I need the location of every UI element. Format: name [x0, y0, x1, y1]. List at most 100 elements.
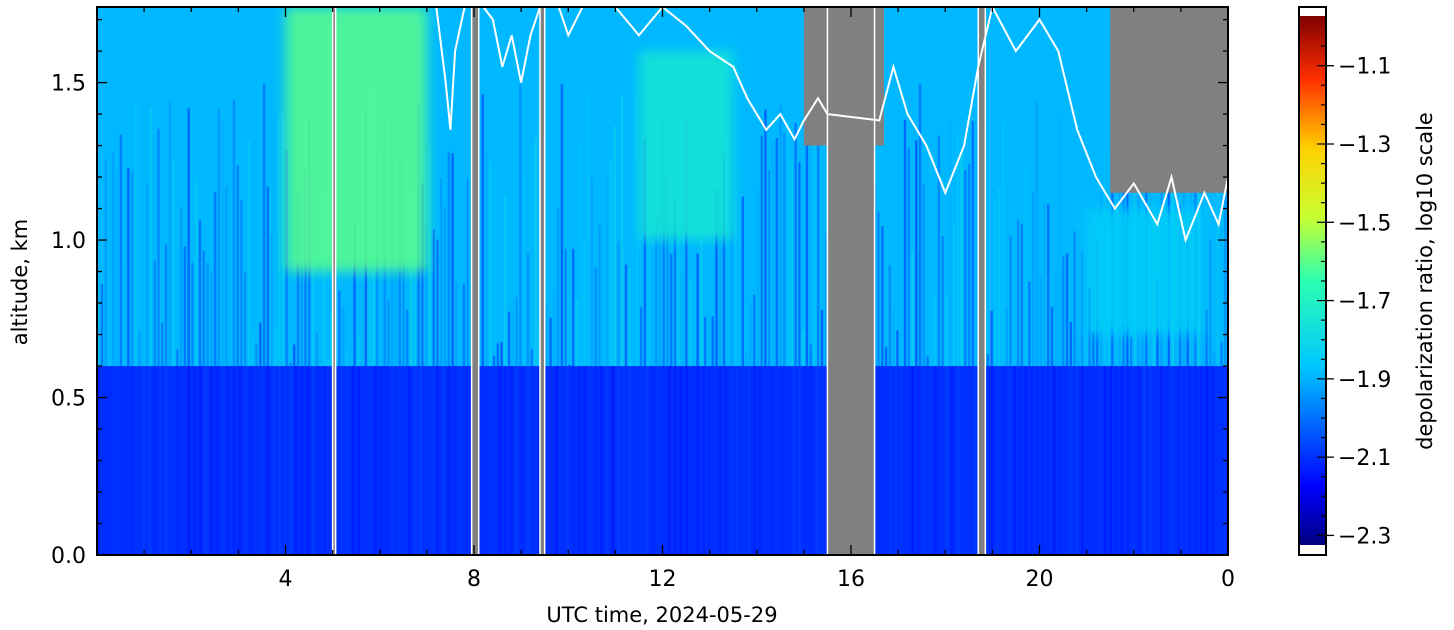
streak: [1209, 239, 1212, 367]
surface-streak: [611, 366, 615, 555]
surface-streak: [1007, 366, 1011, 555]
streak: [345, 351, 349, 367]
streak: [703, 317, 707, 367]
surface-streak: [408, 366, 411, 555]
streak: [428, 147, 432, 367]
surface-streak: [741, 366, 745, 555]
surface-streak: [357, 366, 360, 555]
streak: [142, 104, 145, 367]
streak: [1080, 251, 1084, 367]
surface-streak: [385, 366, 389, 555]
surface-streak: [1120, 366, 1124, 555]
streak: [658, 118, 662, 367]
surface-streak: [170, 366, 174, 555]
streak: [813, 99, 816, 367]
surface-streak: [311, 366, 315, 555]
streak: [783, 132, 786, 367]
surface-streak: [781, 366, 785, 555]
streak: [1009, 235, 1012, 367]
streak: [164, 244, 168, 367]
streak: [515, 297, 518, 367]
no-data-gap-2: [539, 7, 546, 555]
streak: [553, 288, 556, 367]
streak: [296, 191, 300, 367]
streak: [1129, 336, 1133, 367]
streak: [1039, 276, 1042, 367]
streak: [432, 229, 435, 367]
surface-streak: [651, 366, 655, 555]
streak: [504, 194, 507, 367]
streak: [172, 159, 175, 367]
surface-streak: [973, 366, 977, 555]
streak: [617, 241, 620, 367]
streak: [311, 260, 315, 367]
streak: [1020, 224, 1024, 367]
streak: [1005, 307, 1008, 367]
streak: [930, 151, 933, 367]
surface-streak: [515, 366, 519, 555]
streak: [466, 179, 469, 367]
streak: [1043, 203, 1046, 367]
streak: [353, 224, 356, 367]
streak: [519, 84, 522, 367]
surface-streak: [588, 366, 592, 555]
streak: [342, 306, 345, 367]
surface-streak: [769, 366, 773, 555]
surface-streak: [916, 366, 920, 555]
surface-streak: [668, 366, 671, 555]
colorbar-label: depolarization ratio, log10 scale: [1413, 112, 1437, 450]
surface-streak: [289, 366, 293, 555]
streak: [127, 168, 130, 367]
streak: [662, 118, 665, 367]
streak: [771, 141, 775, 367]
streak: [168, 100, 171, 367]
streak: [1013, 213, 1016, 367]
surface-streak: [628, 366, 632, 555]
streak: [752, 294, 756, 367]
y-tick-label: 1.0: [51, 229, 86, 254]
surface-streak: [266, 366, 270, 555]
streak: [1077, 340, 1080, 367]
streak: [975, 126, 978, 367]
streak: [202, 251, 205, 367]
surface-streak: [198, 366, 202, 555]
streak: [1092, 331, 1095, 367]
streak: [259, 322, 262, 367]
streak: [820, 309, 824, 367]
surface-streak: [108, 366, 112, 555]
surface-streak: [1013, 366, 1016, 555]
surface-streak: [1047, 366, 1050, 555]
streak: [715, 188, 718, 367]
surface-streak: [996, 366, 999, 555]
streak: [609, 159, 613, 367]
surface-streak: [249, 366, 253, 555]
streak: [1073, 231, 1076, 367]
surface-streak: [656, 366, 660, 555]
surface-streak: [922, 366, 926, 555]
streak: [100, 284, 104, 367]
surface-streak: [764, 366, 768, 555]
surface-streak: [374, 366, 377, 555]
streak: [654, 214, 658, 367]
streak: [183, 246, 187, 367]
streak: [681, 270, 684, 367]
surface-streak: [181, 366, 185, 555]
streak: [549, 317, 552, 367]
surface-streak: [1216, 366, 1220, 555]
streak: [605, 177, 609, 367]
streak: [523, 175, 526, 367]
surface-streak: [526, 366, 530, 555]
streak: [673, 199, 677, 367]
streak: [1035, 100, 1039, 367]
streak: [998, 188, 1001, 367]
surface-streak: [600, 366, 604, 555]
streak: [326, 360, 330, 367]
streak: [941, 235, 944, 367]
surface-streak: [950, 366, 954, 555]
streak: [594, 267, 597, 367]
surface-streak: [662, 366, 666, 555]
surface-streak: [424, 366, 428, 555]
streak: [108, 272, 111, 367]
streak: [960, 150, 963, 367]
streak: [115, 172, 119, 367]
